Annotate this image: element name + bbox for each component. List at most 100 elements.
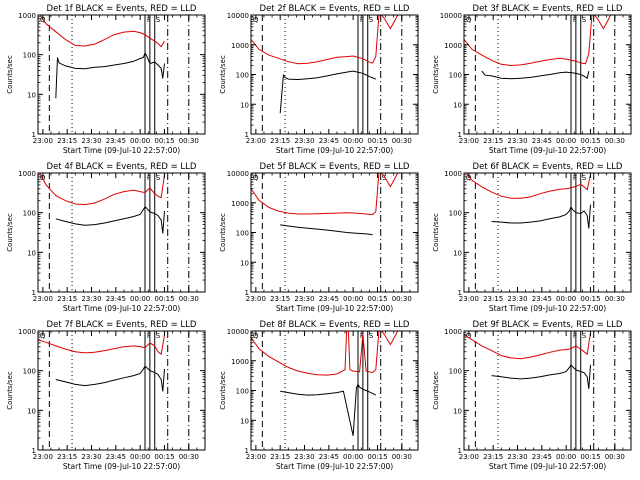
y-tick-label: 1000	[18, 170, 36, 178]
y-axis-label: Counts/sec	[432, 213, 440, 252]
y-tick-label: 10000	[440, 12, 462, 20]
y-tick-label: 10000	[227, 12, 249, 20]
panel-title: Det 7f BLACK = Events, RED = LLD	[47, 320, 197, 330]
series-line-events	[280, 224, 373, 236]
x-tick-label: 00:15	[580, 453, 600, 461]
y-tick-label: 10	[240, 417, 249, 425]
y-tick-label: 100	[449, 210, 462, 218]
x-tick-label: 23:30	[507, 453, 527, 461]
x-tick-label: 23:30	[294, 453, 314, 461]
detector-panel-6: Det 6f BLACK = Events, RED = LLD Counts/s…	[432, 162, 632, 313]
y-tick-label: 1	[245, 131, 249, 139]
series-line-lld	[251, 15, 399, 65]
x-tick-label: 00:00	[343, 137, 363, 145]
y-tick-label: 1	[458, 447, 462, 455]
x-tick-label: 00:30	[179, 453, 199, 461]
detector-panel-2: Det 2f BLACK = Events, RED = LLD Counts/s…	[219, 4, 419, 155]
y-tick-label: 10000	[227, 170, 249, 178]
y-tick-label: 1	[458, 289, 462, 297]
x-tick-label: 23:00	[246, 295, 266, 303]
y-tick-label: 1000	[231, 42, 249, 50]
plot-frame	[463, 330, 632, 451]
y-axis-label: Counts/sec	[6, 55, 14, 94]
x-axis-label: Start Time (09-Jul-10 22:57:00)	[63, 462, 180, 471]
x-tick-label: 23:45	[319, 295, 339, 303]
x-tick-label: 23:00	[459, 453, 479, 461]
y-tick-label: 1	[32, 447, 36, 455]
y-axis-label: Counts/sec	[6, 213, 14, 252]
y-tick-label: 1000	[231, 358, 249, 366]
flag-label: S	[156, 16, 161, 24]
y-tick-label: 10	[240, 259, 249, 267]
x-tick-label: 23:15	[270, 295, 290, 303]
y-tick-label: 1	[32, 289, 36, 297]
series-line-events	[279, 70, 376, 114]
x-tick-label: 00:15	[580, 137, 600, 145]
y-tick-label: 10	[453, 249, 462, 257]
x-tick-label: 00:15	[367, 295, 387, 303]
x-tick-label: 23:15	[270, 137, 290, 145]
flag-label: F	[147, 174, 151, 182]
x-tick-label: 00:15	[154, 453, 174, 461]
flag-label: S	[582, 16, 587, 24]
y-tick-label: 100	[236, 72, 249, 80]
y-axis-label: Counts/sec	[432, 55, 440, 94]
x-tick-label: 23:45	[532, 295, 552, 303]
x-tick-label: 00:00	[556, 453, 576, 461]
panel-title: Det 8f BLACK = Events, RED = LLD	[260, 320, 410, 330]
flag-label: S	[582, 332, 587, 340]
y-tick-label: 10	[27, 91, 36, 99]
y-tick-label: 1000	[444, 170, 462, 178]
x-tick-label: 23:45	[106, 453, 126, 461]
flag-label: S	[582, 174, 587, 182]
x-tick-label: 23:30	[507, 137, 527, 145]
y-tick-label: 10	[240, 101, 249, 109]
plot-frame	[463, 172, 632, 293]
panel-title: Det 3f BLACK = Events, RED = LLD	[473, 4, 623, 14]
x-tick-label: 23:00	[459, 295, 479, 303]
x-tick-label: 00:30	[605, 137, 625, 145]
y-tick-label: 100	[449, 368, 462, 376]
y-tick-label: 1000	[18, 12, 36, 20]
x-axis-label: Start Time (09-Jul-10 22:57:00)	[63, 146, 180, 155]
panel-title: Det 2f BLACK = Events, RED = LLD	[260, 4, 410, 14]
x-axis-label: Start Time (09-Jul-10 22:57:00)	[63, 304, 180, 313]
series-line-lld	[464, 15, 612, 67]
y-axis-label: Counts/sec	[219, 213, 227, 252]
y-axis-label: Counts/sec	[219, 371, 227, 410]
x-axis-label: Start Time (09-Jul-10 22:57:00)	[276, 304, 393, 313]
x-tick-label: 23:30	[507, 295, 527, 303]
series-line-lld	[39, 15, 165, 48]
plot-frame	[37, 14, 206, 135]
flag-label: S	[382, 174, 387, 182]
x-tick-label: 23:15	[483, 295, 503, 303]
series-line-lld	[251, 331, 399, 376]
detector-panel-8: Det 8f BLACK = Events, RED = LLD Counts/s…	[219, 320, 419, 471]
series-line-events	[280, 383, 377, 436]
x-axis-label: Start Time (09-Jul-10 22:57:00)	[489, 304, 606, 313]
x-tick-label: 23:30	[294, 295, 314, 303]
x-tick-label: 00:15	[367, 453, 387, 461]
x-tick-label: 00:30	[605, 453, 625, 461]
y-tick-label: 1	[245, 289, 249, 297]
y-axis-label: Counts/sec	[432, 371, 440, 410]
x-tick-label: 00:30	[392, 453, 412, 461]
x-tick-label: 23:30	[81, 453, 101, 461]
y-tick-label: 100	[23, 52, 36, 60]
y-tick-label: 1000	[444, 42, 462, 50]
flag-label: F	[147, 332, 151, 340]
y-tick-label: 10	[27, 249, 36, 257]
x-tick-label: 23:00	[33, 137, 53, 145]
y-tick-label: 100	[236, 230, 249, 238]
plot-frame	[37, 330, 206, 451]
series-line-events	[55, 365, 165, 392]
x-tick-label: 00:30	[179, 137, 199, 145]
x-tick-label: 23:45	[532, 453, 552, 461]
flag-label: F	[573, 332, 577, 340]
series-line-lld	[38, 334, 165, 356]
x-tick-label: 23:15	[483, 453, 503, 461]
detector-panel-9: Det 9f BLACK = Events, RED = LLD Counts/s…	[432, 320, 632, 471]
x-tick-label: 00:00	[130, 295, 150, 303]
x-tick-label: 23:45	[319, 137, 339, 145]
